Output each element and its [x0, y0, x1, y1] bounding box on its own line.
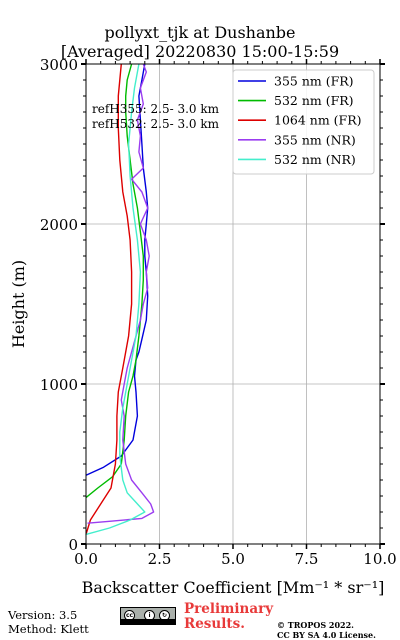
axis-ticks: 0.0 2.5 5.0 7.5 10.0 0 1000 2000 3000 [40, 56, 397, 568]
x-axis-label: Backscatter Coefficient [Mm⁻¹ * sr⁻¹] [82, 578, 385, 597]
y-tick-label: 0 [68, 536, 78, 554]
legend-entry: 355 nm (FR) [274, 74, 354, 89]
y-tick-label: 2000 [40, 216, 78, 234]
license-badge-bar [121, 619, 175, 624]
series-line-5 [85, 63, 146, 536]
cc-license-badge: cc i ↻ [120, 607, 176, 625]
series-line-4 [87, 63, 155, 524]
preliminary-line-1: Preliminary [184, 601, 274, 617]
annotation-text: refH532: 2.5- 3.0 km [92, 117, 220, 131]
chart-title: pollyxt_tjk at Dushanbe [104, 23, 296, 42]
legend-box [232, 69, 375, 175]
x-tick-label: 2.5 [148, 550, 172, 568]
legend-entry: 1064 nm (FR) [274, 113, 362, 128]
preliminary-line-2: Results. [184, 616, 245, 632]
chart-subtitle: [Averaged] 20220830 15:00-15:59 [60, 42, 340, 61]
legend: 355 nm (FR) 532 nm (FR) 1064 nm (FR) 355 nm… [232, 69, 375, 175]
x-tick-label: 10.0 [363, 550, 396, 568]
preliminary-results-text: Preliminary Results. [184, 602, 273, 632]
copyright-line-1: © TROPOS 2022. [277, 620, 354, 630]
annotation-text: refH355: 2.5- 3.0 km [92, 102, 220, 116]
version-text: Version: 3.5 [8, 608, 78, 622]
x-tick-label: 0.0 [74, 550, 98, 568]
legend-entry: 532 nm (NR) [274, 152, 356, 167]
y-axis-label: Height (m) [9, 260, 28, 348]
x-tick-label: 5.0 [221, 550, 245, 568]
legend-entry: 532 nm (FR) [274, 93, 354, 108]
y-tick-label: 1000 [40, 376, 78, 394]
series-line-3 [85, 63, 133, 535]
series-lines [85, 63, 155, 536]
x-tick-label: 7.5 [295, 550, 319, 568]
y-tick-label: 3000 [40, 56, 78, 74]
series-line-2 [85, 63, 145, 499]
method-text: Method: Klett [8, 622, 89, 636]
copyright-line-2: CC BY SA 4.0 License. [277, 630, 376, 640]
legend-entry: 355 nm (NR) [274, 132, 356, 147]
copyright-text: © TROPOS 2022. CC BY SA 4.0 License. [277, 620, 376, 640]
